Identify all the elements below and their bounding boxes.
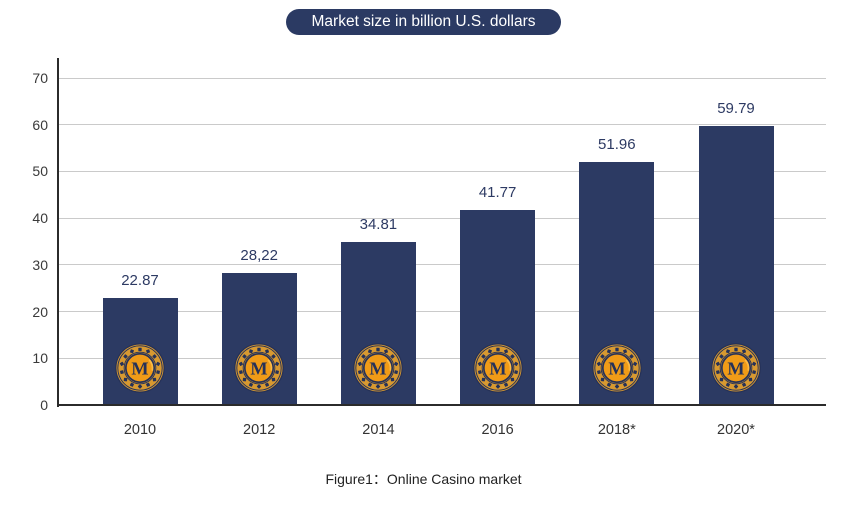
svg-text:M: M xyxy=(489,358,506,378)
svg-text:M: M xyxy=(727,358,744,378)
casino-coin-m-icon: M xyxy=(353,343,404,393)
chart-title: Market size in billion U.S. dollars xyxy=(311,13,536,30)
gridline xyxy=(58,357,826,359)
gridline xyxy=(58,264,826,266)
casino-coin-m-icon: M xyxy=(115,343,165,393)
gridline xyxy=(58,311,826,313)
svg-text:M: M xyxy=(251,358,268,378)
y-axis-tick-label: 20 xyxy=(32,303,48,320)
y-axis-tick-label: 60 xyxy=(32,116,48,133)
svg-text:M: M xyxy=(370,358,387,378)
y-axis-tick-label: 50 xyxy=(32,163,48,180)
gridline xyxy=(58,170,826,172)
y-axis-tick-label: 0 xyxy=(40,397,48,413)
y-axis-tick-label: 30 xyxy=(32,256,48,273)
x-axis-label: 2010 xyxy=(123,422,157,438)
bar-value-label: 28,22 xyxy=(240,247,278,265)
bar-value-label: 34.81 xyxy=(359,216,398,234)
chart-title-pill: Market size in billion U.S. dollars xyxy=(285,9,562,35)
casino-coin-m-icon: M xyxy=(711,343,761,393)
figure-caption: Figure1：Online Casino market xyxy=(325,471,522,487)
y-axis-line xyxy=(57,58,59,407)
y-axis-tick-label: 40 xyxy=(32,210,48,227)
bar-value-label: 51.96 xyxy=(598,136,636,154)
gridline xyxy=(58,77,826,79)
casino-coin-m-icon: M xyxy=(234,343,284,393)
x-axis-label: 2020* xyxy=(717,422,755,438)
casino-coin-m-icon: M xyxy=(472,343,523,393)
y-axis-tick-label: 70 xyxy=(32,70,48,86)
gridline xyxy=(58,124,826,126)
y-axis-tick-label: 10 xyxy=(32,350,48,367)
bar-value-label: 41.77 xyxy=(478,183,517,201)
x-axis-label: 2012 xyxy=(243,422,276,438)
x-axis-label: 2016 xyxy=(481,422,514,438)
gridline xyxy=(58,217,826,219)
svg-text:M: M xyxy=(131,358,148,378)
x-axis-label: 2018* xyxy=(597,422,636,438)
casino-coin-m-icon: M xyxy=(592,343,642,393)
bar-value-label: 22.87 xyxy=(121,272,159,290)
svg-text:M: M xyxy=(608,358,625,378)
bar-value-label: 59.79 xyxy=(717,99,755,117)
x-axis-label: 2014 xyxy=(362,422,395,438)
x-axis-line xyxy=(57,404,826,406)
